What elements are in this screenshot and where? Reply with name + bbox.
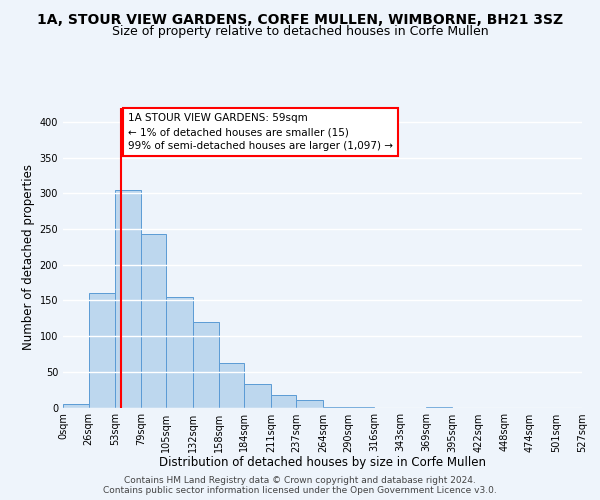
Bar	[115, 190, 141, 408]
Bar	[193, 322, 218, 408]
Bar	[271, 394, 296, 407]
X-axis label: Distribution of detached houses by size in Corfe Mullen: Distribution of detached houses by size …	[159, 456, 486, 469]
Bar	[63, 404, 89, 407]
Bar	[218, 362, 244, 408]
Bar	[323, 407, 349, 408]
Bar	[141, 234, 166, 408]
Text: 1A, STOUR VIEW GARDENS, CORFE MULLEN, WIMBORNE, BH21 3SZ: 1A, STOUR VIEW GARDENS, CORFE MULLEN, WI…	[37, 12, 563, 26]
Y-axis label: Number of detached properties: Number of detached properties	[22, 164, 35, 350]
Text: Size of property relative to detached houses in Corfe Mullen: Size of property relative to detached ho…	[112, 25, 488, 38]
Text: Contains HM Land Registry data © Crown copyright and database right 2024.: Contains HM Land Registry data © Crown c…	[124, 476, 476, 485]
Bar	[296, 400, 323, 407]
Text: Contains public sector information licensed under the Open Government Licence v3: Contains public sector information licen…	[103, 486, 497, 495]
Bar	[349, 407, 374, 408]
Bar	[89, 293, 115, 408]
Bar	[244, 384, 271, 407]
Bar	[166, 297, 193, 408]
Text: 1A STOUR VIEW GARDENS: 59sqm
← 1% of detached houses are smaller (15)
99% of sem: 1A STOUR VIEW GARDENS: 59sqm ← 1% of det…	[128, 113, 393, 151]
Bar	[427, 407, 452, 408]
